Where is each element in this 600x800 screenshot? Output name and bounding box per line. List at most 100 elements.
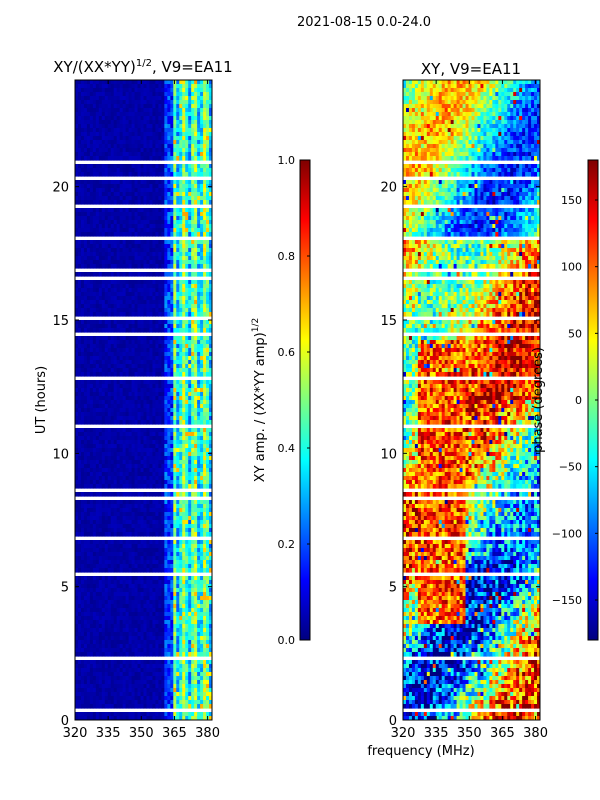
heatmap-cell bbox=[158, 272, 162, 277]
heatmap-cell bbox=[182, 180, 186, 185]
heatmap-cell bbox=[191, 540, 195, 545]
heatmap-cell bbox=[95, 356, 100, 361]
heatmap-cell bbox=[167, 208, 171, 213]
heatmap-cell bbox=[128, 360, 133, 365]
heatmap-cell bbox=[194, 368, 198, 373]
heatmap-cell bbox=[101, 408, 106, 413]
heatmap-cell bbox=[86, 444, 91, 449]
heatmap-cell bbox=[83, 300, 88, 305]
heatmap-cell bbox=[134, 520, 139, 525]
heatmap-cell bbox=[140, 200, 145, 205]
heatmap-cell bbox=[131, 324, 136, 329]
heatmap-cell bbox=[101, 264, 106, 269]
heatmap-cell bbox=[140, 352, 145, 357]
heatmap-cell bbox=[179, 220, 183, 225]
heatmap-cell bbox=[161, 192, 165, 197]
heatmap-cell bbox=[119, 400, 124, 405]
heatmap-cell bbox=[173, 152, 177, 157]
heatmap-cell bbox=[158, 128, 162, 133]
heatmap-cell bbox=[122, 284, 127, 289]
heatmap-cell bbox=[206, 396, 210, 401]
heatmap-cell bbox=[152, 412, 157, 417]
heatmap-cell bbox=[176, 108, 180, 113]
heatmap-cell bbox=[200, 112, 204, 117]
heatmap-cell bbox=[164, 380, 168, 385]
heatmap-cell bbox=[149, 364, 154, 369]
heatmap-cell bbox=[164, 164, 168, 169]
heatmap-cell bbox=[197, 216, 201, 221]
heatmap-cell bbox=[161, 124, 165, 129]
heatmap-cell bbox=[122, 432, 127, 437]
heatmap-cell bbox=[182, 240, 186, 245]
heatmap-cell bbox=[191, 556, 195, 561]
heatmap-cell bbox=[176, 556, 180, 561]
heatmap-cell bbox=[113, 548, 118, 553]
heatmap-cell bbox=[92, 180, 97, 185]
heatmap-cell bbox=[101, 152, 106, 157]
heatmap-cell bbox=[104, 152, 109, 157]
heatmap-cell bbox=[134, 260, 139, 265]
heatmap-cell bbox=[80, 296, 85, 301]
heatmap-cell bbox=[143, 104, 148, 109]
heatmap-cell bbox=[75, 372, 79, 377]
heatmap-cell bbox=[179, 188, 183, 193]
heatmap-cell bbox=[173, 84, 177, 89]
heatmap-cell bbox=[125, 484, 130, 489]
heatmap-cell bbox=[155, 384, 159, 389]
heatmap-cell bbox=[95, 216, 100, 221]
heatmap-cell bbox=[161, 288, 165, 293]
heatmap-cell bbox=[104, 400, 109, 405]
heatmap-cell bbox=[122, 168, 127, 173]
heatmap-cell bbox=[107, 328, 112, 333]
heatmap-cell bbox=[122, 152, 127, 157]
heatmap-cell bbox=[86, 440, 91, 445]
heatmap-cell bbox=[182, 120, 186, 125]
heatmap-cell bbox=[149, 396, 154, 401]
heatmap-cell bbox=[179, 164, 183, 169]
heatmap-cell bbox=[164, 516, 168, 521]
heatmap-cell bbox=[110, 560, 115, 565]
heatmap-cell bbox=[200, 396, 204, 401]
heatmap-cell bbox=[179, 132, 183, 137]
heatmap-cell bbox=[182, 372, 186, 377]
heatmap-cell bbox=[137, 408, 142, 413]
heatmap-cell bbox=[116, 188, 121, 193]
heatmap-cell bbox=[188, 420, 192, 425]
heatmap-cell bbox=[164, 512, 168, 517]
heatmap-cell bbox=[101, 556, 106, 561]
heatmap-cell bbox=[107, 364, 112, 369]
heatmap-cell bbox=[170, 184, 174, 189]
heatmap-cell bbox=[95, 164, 100, 169]
heatmap-cell bbox=[170, 352, 174, 357]
heatmap-cell bbox=[134, 412, 139, 417]
heatmap-cell bbox=[92, 140, 97, 145]
heatmap-cell bbox=[158, 408, 162, 413]
heatmap-cell bbox=[113, 428, 118, 433]
heatmap-cell bbox=[200, 224, 204, 229]
heatmap-cell bbox=[125, 280, 130, 285]
heatmap-cell bbox=[158, 548, 162, 553]
heatmap-cell bbox=[89, 452, 94, 457]
heatmap-cell bbox=[77, 172, 82, 177]
heatmap-cell bbox=[98, 104, 103, 109]
heatmap-cell bbox=[113, 272, 118, 277]
heatmap-cell bbox=[95, 132, 100, 137]
heatmap-cell bbox=[188, 372, 192, 377]
heatmap-cell bbox=[116, 156, 121, 161]
heatmap-cell bbox=[98, 304, 103, 309]
heatmap-cell bbox=[122, 476, 127, 481]
heatmap-cell bbox=[77, 124, 82, 129]
heatmap-cell bbox=[75, 192, 79, 197]
heatmap-cell bbox=[164, 228, 168, 233]
heatmap-cell bbox=[161, 112, 165, 117]
heatmap-cell bbox=[170, 556, 174, 561]
heatmap-cell bbox=[92, 252, 97, 257]
heatmap-cell bbox=[89, 476, 94, 481]
heatmap-cell bbox=[98, 548, 103, 553]
heatmap-cell bbox=[137, 116, 142, 121]
heatmap-cell bbox=[161, 120, 165, 125]
heatmap-cell bbox=[209, 408, 212, 413]
heatmap-cell bbox=[122, 364, 127, 369]
heatmap-cell bbox=[86, 112, 91, 117]
heatmap-cell bbox=[125, 112, 130, 117]
